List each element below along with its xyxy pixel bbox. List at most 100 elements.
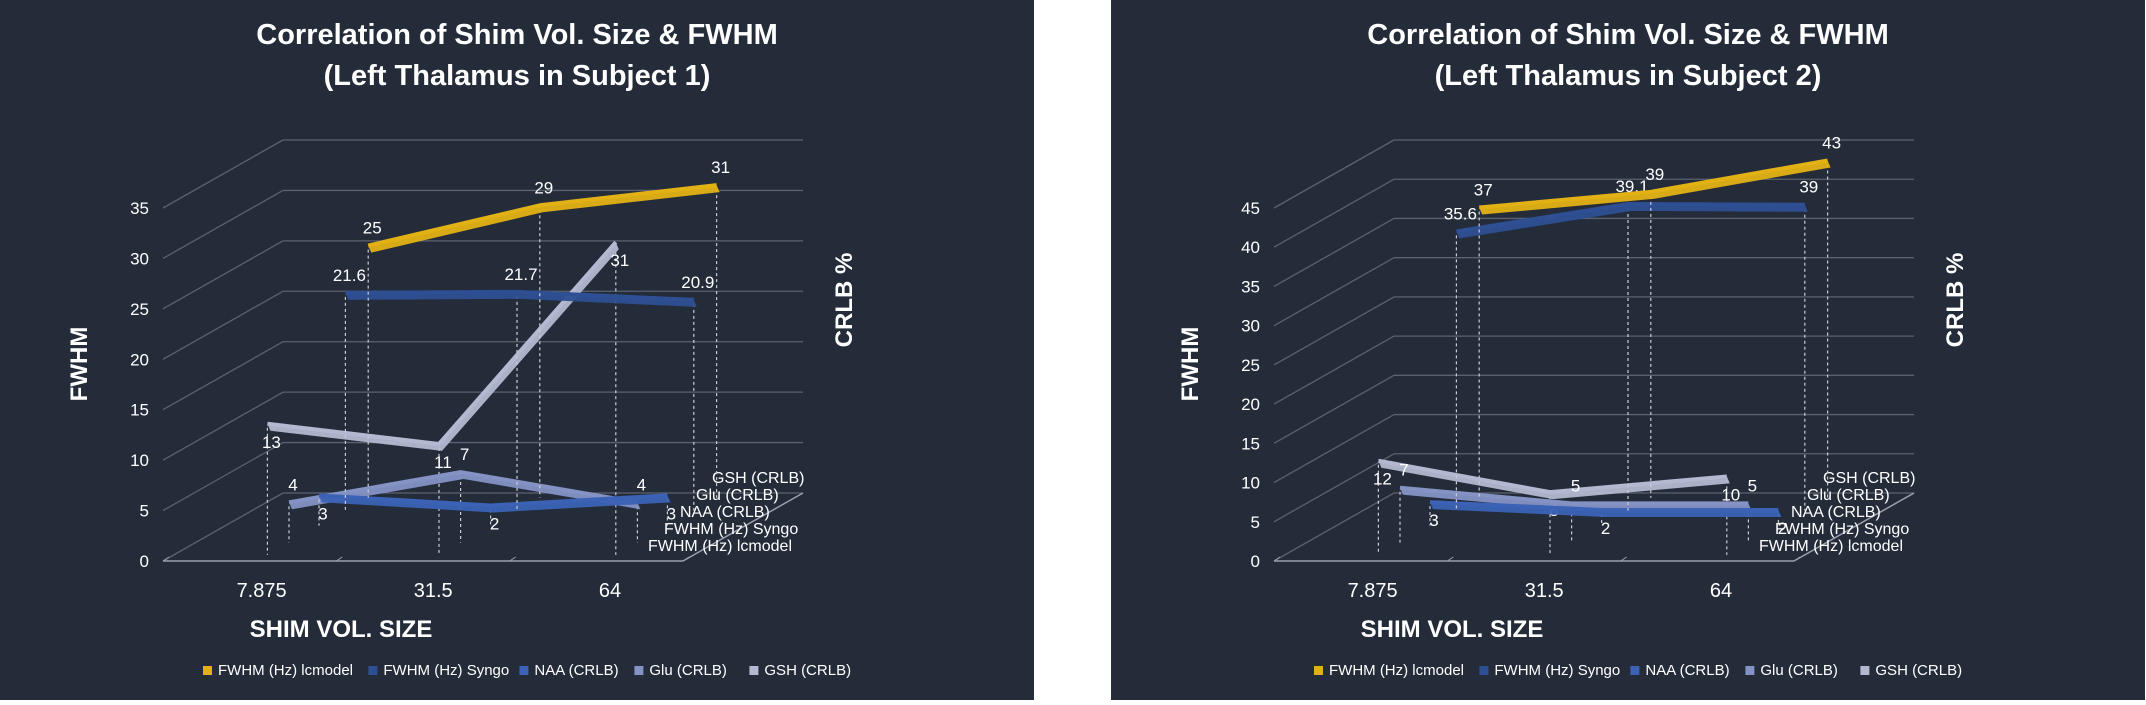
data-label: 3 — [318, 504, 327, 523]
data-label: 21.6 — [333, 266, 366, 285]
data-label: 20.9 — [681, 273, 714, 292]
legend-label: FWHM (Hz) lcmodel — [1329, 662, 1464, 679]
data-label: 4 — [637, 475, 646, 494]
gridline-side — [162, 290, 284, 360]
data-label: 2 — [1778, 519, 1787, 538]
series-line — [318, 493, 668, 508]
chart-panel-subject-1: Correlation of Shim Vol. Size & FWHM (Lef… — [0, 0, 1034, 700]
gridline-side — [162, 139, 284, 209]
series-0: 37 39 43 — [1474, 133, 1841, 498]
series-line — [1378, 458, 1727, 495]
y-tick-label: 30 — [130, 249, 149, 268]
y-tick-label: 0 — [140, 552, 149, 571]
x-tick — [336, 556, 343, 562]
series-4: 13 11 31 — [262, 240, 629, 555]
legend-swatch — [749, 666, 759, 675]
gridline-side — [162, 442, 284, 512]
legend-swatch — [1860, 666, 1870, 675]
chart-panel-subject-2: Correlation of Shim Vol. Size & FWHM (Lef… — [1111, 0, 2145, 700]
data-label: 11 — [434, 453, 452, 472]
series-ribbon — [1430, 502, 1782, 517]
depth-label: GSH (CRLB) — [1823, 470, 1915, 487]
x-tick-label: 7.875 — [237, 580, 287, 602]
data-label: 4 — [288, 475, 297, 494]
gridline-side — [1273, 335, 1395, 405]
legend-label: FWHM (Hz) Syngo — [383, 662, 509, 679]
series-line — [1399, 485, 1749, 506]
y-tick-label: 5 — [140, 502, 149, 521]
legend: FWHM (Hz) lcmodel FWHM (Hz) Syngo NAA (CRL… — [1314, 662, 1962, 679]
x-tick-label: 31.5 — [1525, 580, 1564, 602]
data-label: 39 — [1645, 165, 1664, 184]
x-tick-label: 31.5 — [414, 580, 453, 602]
depth-label: GSH (CRLB) — [712, 470, 804, 487]
data-label: 29 — [534, 178, 553, 197]
x-tick — [1447, 556, 1454, 562]
data-label: 3 — [1429, 511, 1438, 530]
gridline-side — [162, 240, 284, 310]
gridline-side — [1273, 296, 1395, 366]
depth-label: FWHM (Hz) lcmodel — [648, 538, 792, 555]
x-tick-label: 7.875 — [1348, 580, 1398, 602]
data-label: 13 — [262, 433, 281, 452]
legend-swatch — [203, 666, 212, 675]
gridline-side — [162, 341, 284, 411]
gridline-side — [1273, 413, 1395, 484]
y-tick-label: 15 — [130, 401, 149, 420]
series-line — [367, 183, 717, 248]
series-line — [1456, 201, 1805, 234]
series-ribbon — [267, 242, 619, 451]
depth-axis-line — [1793, 492, 1915, 562]
data-label: 31 — [610, 251, 629, 270]
x-tick — [509, 556, 516, 562]
data-label: 31 — [711, 158, 730, 177]
series-0: 25 29 31 — [363, 158, 730, 498]
series-1: 35.639.1 39 — [1444, 177, 1818, 511]
data-label: 7 — [1399, 461, 1408, 480]
legend-swatch — [1314, 666, 1323, 675]
legend-label: FWHM (Hz) Syngo — [1494, 662, 1620, 679]
gridline-side — [162, 189, 284, 259]
chart-title: Correlation of Shim Vol. Size & FWHM — [1367, 19, 1888, 51]
y-tick-label: 5 — [1251, 513, 1260, 532]
series-line — [1479, 158, 1828, 210]
depth-label: Glu (CRLB) — [1807, 487, 1890, 504]
x-tick — [682, 556, 690, 562]
data-label: 2 — [490, 514, 499, 533]
data-label: 43 — [1822, 133, 1841, 152]
gridlines — [1273, 139, 1914, 562]
depth-label: NAA (CRLB) — [680, 504, 770, 521]
data-label: 39 — [1799, 178, 1818, 197]
y-axis-title-right: CRLB % — [831, 253, 858, 348]
x-tick — [1620, 556, 1627, 562]
y-tick-label: 10 — [130, 451, 149, 470]
gridline-side — [1273, 217, 1395, 288]
gridline-side — [162, 391, 284, 461]
data-label: 12 — [1373, 470, 1392, 489]
series-3: 4 7 4 — [288, 445, 646, 543]
y-tick-label: 35 — [1241, 277, 1260, 296]
depth-label: FWHM (Hz) Syngo — [664, 521, 798, 538]
y-axis-title-right: CRLB % — [1942, 253, 1969, 348]
y-axis-title: FWHM — [1177, 327, 1204, 402]
chart-subject-1: Correlation of Shim Vol. Size & FWHM (Lef… — [66, 19, 858, 679]
y-tick-label: 20 — [130, 350, 149, 369]
y-tick-label: 10 — [1241, 474, 1260, 493]
y-tick-label: 20 — [1241, 395, 1260, 414]
data-label: 5 — [1748, 476, 1757, 495]
depth-label: NAA (CRLB) — [1791, 504, 1881, 521]
legend-swatch — [368, 666, 378, 675]
chart-subtitle: (Left Thalamus in Subject 2) — [1435, 60, 1822, 92]
series-line — [1429, 500, 1779, 512]
depth-label: FWHM (Hz) lcmodel — [1759, 538, 1903, 555]
series-line — [267, 240, 618, 446]
legend-label: Glu (CRLB) — [1760, 662, 1838, 679]
depth-axis-line — [682, 492, 804, 562]
legend-label: NAA (CRLB) — [1645, 662, 1729, 679]
chart-title: Correlation of Shim Vol. Size & FWHM — [256, 19, 777, 51]
chart-subject-2: Correlation of Shim Vol. Size & FWHM (Lef… — [1177, 19, 1969, 679]
legend-label: NAA (CRLB) — [534, 662, 618, 679]
y-tick-label: 25 — [1241, 356, 1260, 375]
legend-swatch — [634, 666, 644, 675]
gridline-side — [1273, 453, 1395, 523]
